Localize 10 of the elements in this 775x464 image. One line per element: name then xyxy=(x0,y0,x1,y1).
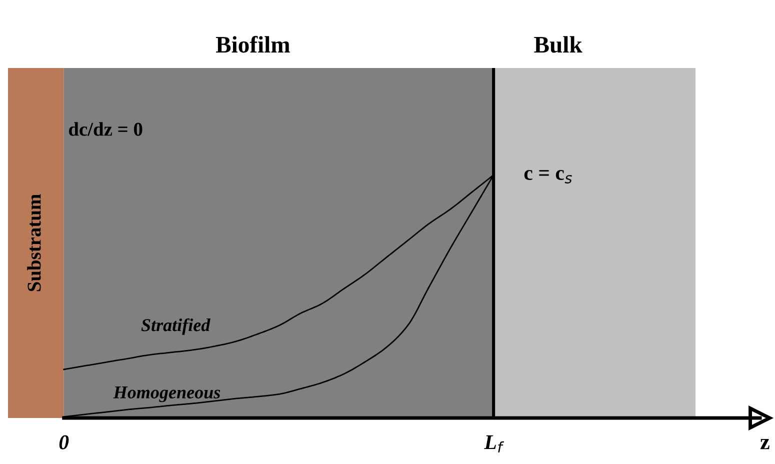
text: z xyxy=(760,438,770,450)
text: dc/dz = 0 xyxy=(68,122,142,136)
x-tick-label: 0 xyxy=(59,435,69,450)
text: Bulk xyxy=(534,36,582,53)
text: Substratum xyxy=(27,194,41,292)
annotation: c = c$_{s}$ xyxy=(524,170,572,184)
text: Biofilm xyxy=(216,36,290,53)
series-label: Stratified xyxy=(141,318,210,335)
series-label: Homogeneous xyxy=(113,386,220,402)
x-tick-label: L$_{f}$ xyxy=(484,435,504,452)
